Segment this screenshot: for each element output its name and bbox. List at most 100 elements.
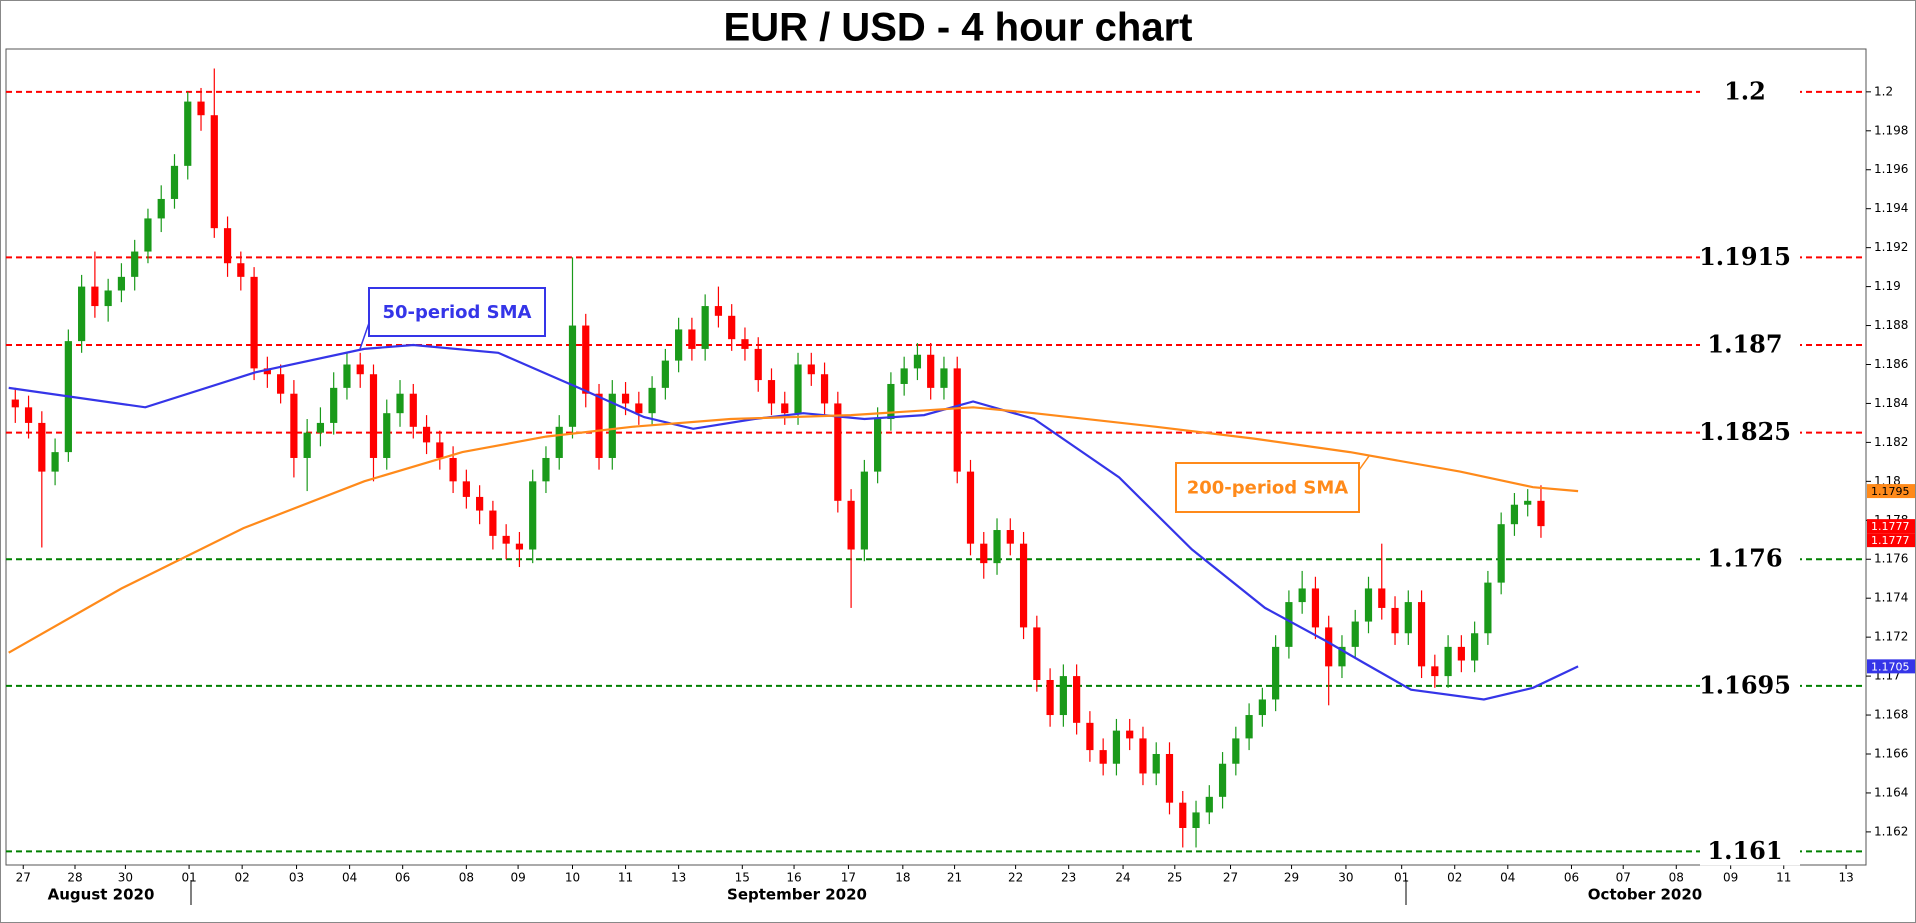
month-label: September 2020	[727, 886, 867, 904]
candle-body	[621, 393, 630, 404]
candle-body	[250, 276, 258, 369]
candle-body	[316, 422, 325, 433]
candle-body	[197, 101, 205, 116]
candle-body	[1524, 500, 1532, 505]
price-tag	[1867, 519, 1915, 534]
annotation-box	[368, 287, 546, 337]
candle-body	[237, 263, 245, 277]
x-tick-label: 01	[1394, 871, 1409, 885]
candle-body	[1338, 646, 1346, 667]
candle-body	[1059, 676, 1067, 716]
candle-body	[462, 481, 470, 497]
candle-body	[595, 393, 603, 458]
candle-body	[290, 393, 298, 458]
candle-body	[807, 364, 815, 375]
y-tick-label: 1.194	[1874, 201, 1908, 215]
x-tick-label: 24	[1115, 871, 1130, 885]
candle-body	[1073, 676, 1081, 723]
y-tick-label: 1.198	[1874, 123, 1908, 137]
candle-body	[1391, 607, 1399, 634]
candle-body	[1537, 500, 1545, 527]
candle-body	[860, 471, 868, 550]
y-tick-label: 1.162	[1874, 824, 1908, 838]
x-tick-label: 08	[1669, 871, 1684, 885]
candle-body	[1444, 646, 1452, 677]
candle-body	[515, 543, 524, 550]
candle-body	[529, 481, 537, 550]
candle-body	[396, 393, 404, 414]
x-tick-label: 27	[16, 871, 31, 885]
annotation-text: 200-period SMA	[1187, 478, 1349, 499]
x-tick-label: 15	[735, 871, 750, 885]
level-label-bg	[1700, 671, 1800, 700]
x-tick-label: 04	[342, 871, 357, 885]
candle-body	[953, 368, 961, 472]
annotation-connector	[359, 322, 370, 350]
sma-line	[8, 406, 1579, 654]
candle-body	[91, 286, 99, 307]
candle-body	[1431, 666, 1439, 677]
candle-body	[1179, 802, 1187, 828]
y-tick-label: 1.186	[1874, 357, 1908, 371]
candle-body	[1192, 812, 1200, 828]
candle-body	[887, 383, 895, 420]
level-label-bg	[1700, 418, 1800, 447]
candle-body	[1152, 753, 1160, 774]
candle-body	[1497, 524, 1505, 583]
price-tag-label: 1.1705	[1871, 660, 1910, 673]
candle-body	[170, 165, 179, 199]
x-tick-label: 10	[565, 871, 580, 885]
candle-body	[303, 432, 311, 458]
candle-body	[701, 306, 709, 349]
candle-body	[1272, 646, 1280, 700]
x-tick-label: 03	[289, 871, 304, 885]
y-tick-label: 1.184	[1874, 396, 1908, 410]
candle-body	[210, 115, 218, 229]
candle-body	[1258, 699, 1266, 716]
candle-body	[648, 387, 656, 414]
candle-body	[966, 471, 975, 544]
price-tag	[1867, 659, 1915, 674]
x-tick-label: 22	[1008, 871, 1023, 885]
level-label: 1.161	[1707, 836, 1782, 865]
candle-body	[582, 325, 590, 394]
price-tag-label: 1.1777	[1871, 520, 1910, 533]
sma-line	[8, 343, 1579, 701]
candle-body	[1510, 504, 1519, 525]
candle-body	[608, 393, 616, 458]
level-label: 1.187	[1707, 330, 1782, 359]
x-tick-label: 11	[1776, 871, 1791, 885]
x-tick-label: 28	[67, 871, 82, 885]
x-tick-label: 13	[1838, 871, 1853, 885]
y-tick-label: 1.182	[1874, 435, 1908, 449]
price-tag	[1867, 533, 1915, 548]
candle-body	[913, 354, 922, 369]
candle-body	[436, 442, 444, 458]
annotation-text: 50-period SMA	[383, 302, 532, 323]
level-label: 1.1695	[1699, 670, 1791, 699]
candle-body	[356, 364, 364, 375]
x-tick-label: 01	[181, 871, 196, 885]
y-tick-label: 1.2	[1874, 84, 1893, 98]
candle-body	[1457, 646, 1465, 661]
candle-body	[1404, 602, 1412, 634]
y-tick-label: 1.172	[1874, 630, 1908, 644]
level-label-bg	[1700, 77, 1800, 106]
candle-body	[489, 510, 497, 536]
candle-body	[38, 422, 46, 472]
candle-body	[1126, 730, 1134, 739]
candle-body	[157, 198, 165, 219]
level-label: 1.1915	[1699, 242, 1791, 271]
candle-body	[767, 380, 776, 404]
candle-body	[11, 399, 19, 408]
candle-body	[1099, 750, 1107, 764]
candle-body	[184, 101, 192, 166]
x-tick-label: 07	[1616, 871, 1631, 885]
candle-body	[847, 500, 855, 550]
candle-body	[1364, 588, 1373, 622]
x-tick-label: 02	[235, 871, 250, 885]
candle-body	[834, 403, 842, 501]
candle-body	[409, 393, 417, 427]
x-tick-label: 25	[1167, 871, 1182, 885]
